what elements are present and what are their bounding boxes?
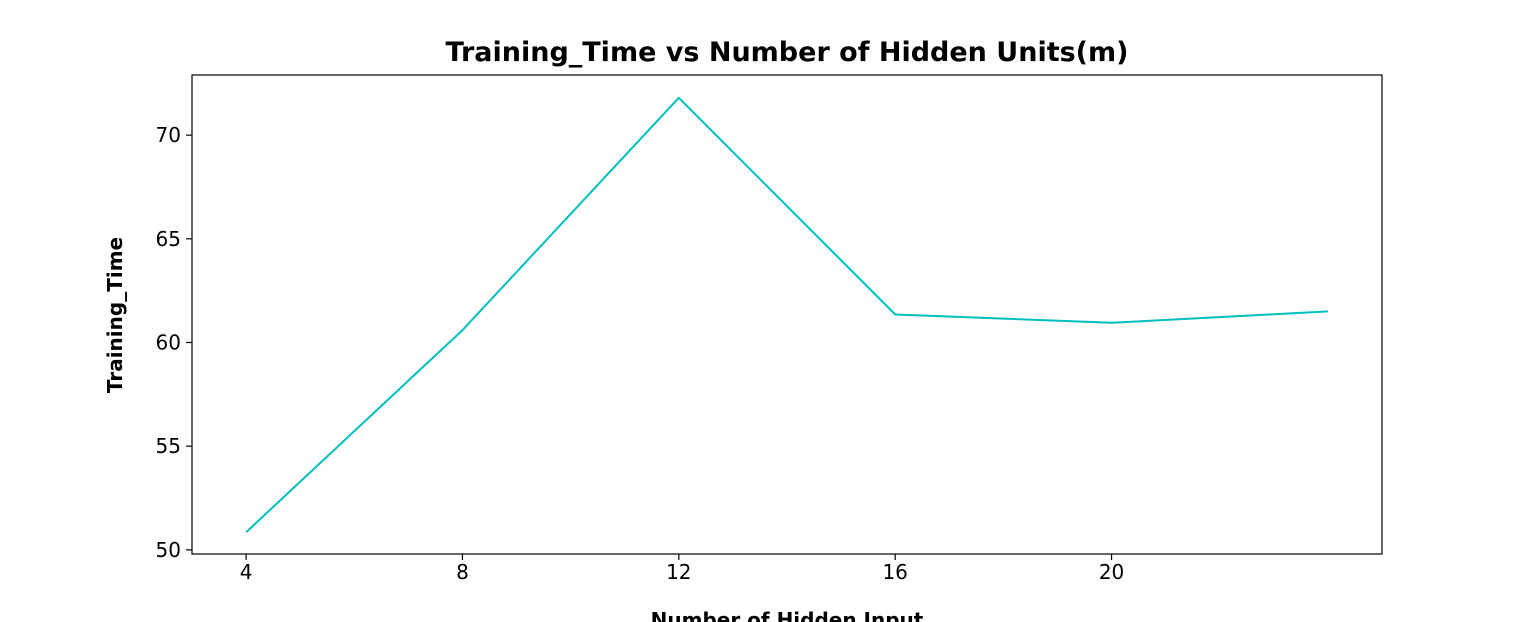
y-tick-label: 65 [156,227,181,251]
x-axis-label: Number of Hidden Input [651,608,924,622]
x-axis: 4 8 12 16 20 [240,554,1124,584]
y-tick-label: 60 [156,330,181,354]
y-tick-label: 55 [156,434,181,458]
x-tick-label: 4 [240,560,253,584]
x-tick-label: 8 [456,560,469,584]
plot-area [191,74,1383,555]
series-group [245,96,1328,533]
y-axis-label: Training_Time [103,237,127,393]
y-axis: 50 55 60 65 70 [156,123,192,562]
x-tick-label: 20 [1099,560,1124,584]
chart-title: Training_Time vs Number of Hidden Units(… [446,37,1129,68]
y-tick-label: 70 [156,123,181,147]
series-line [245,96,1328,533]
x-tick-label: 12 [666,560,691,584]
y-tick-label: 50 [156,538,181,562]
x-tick-label: 16 [882,560,907,584]
